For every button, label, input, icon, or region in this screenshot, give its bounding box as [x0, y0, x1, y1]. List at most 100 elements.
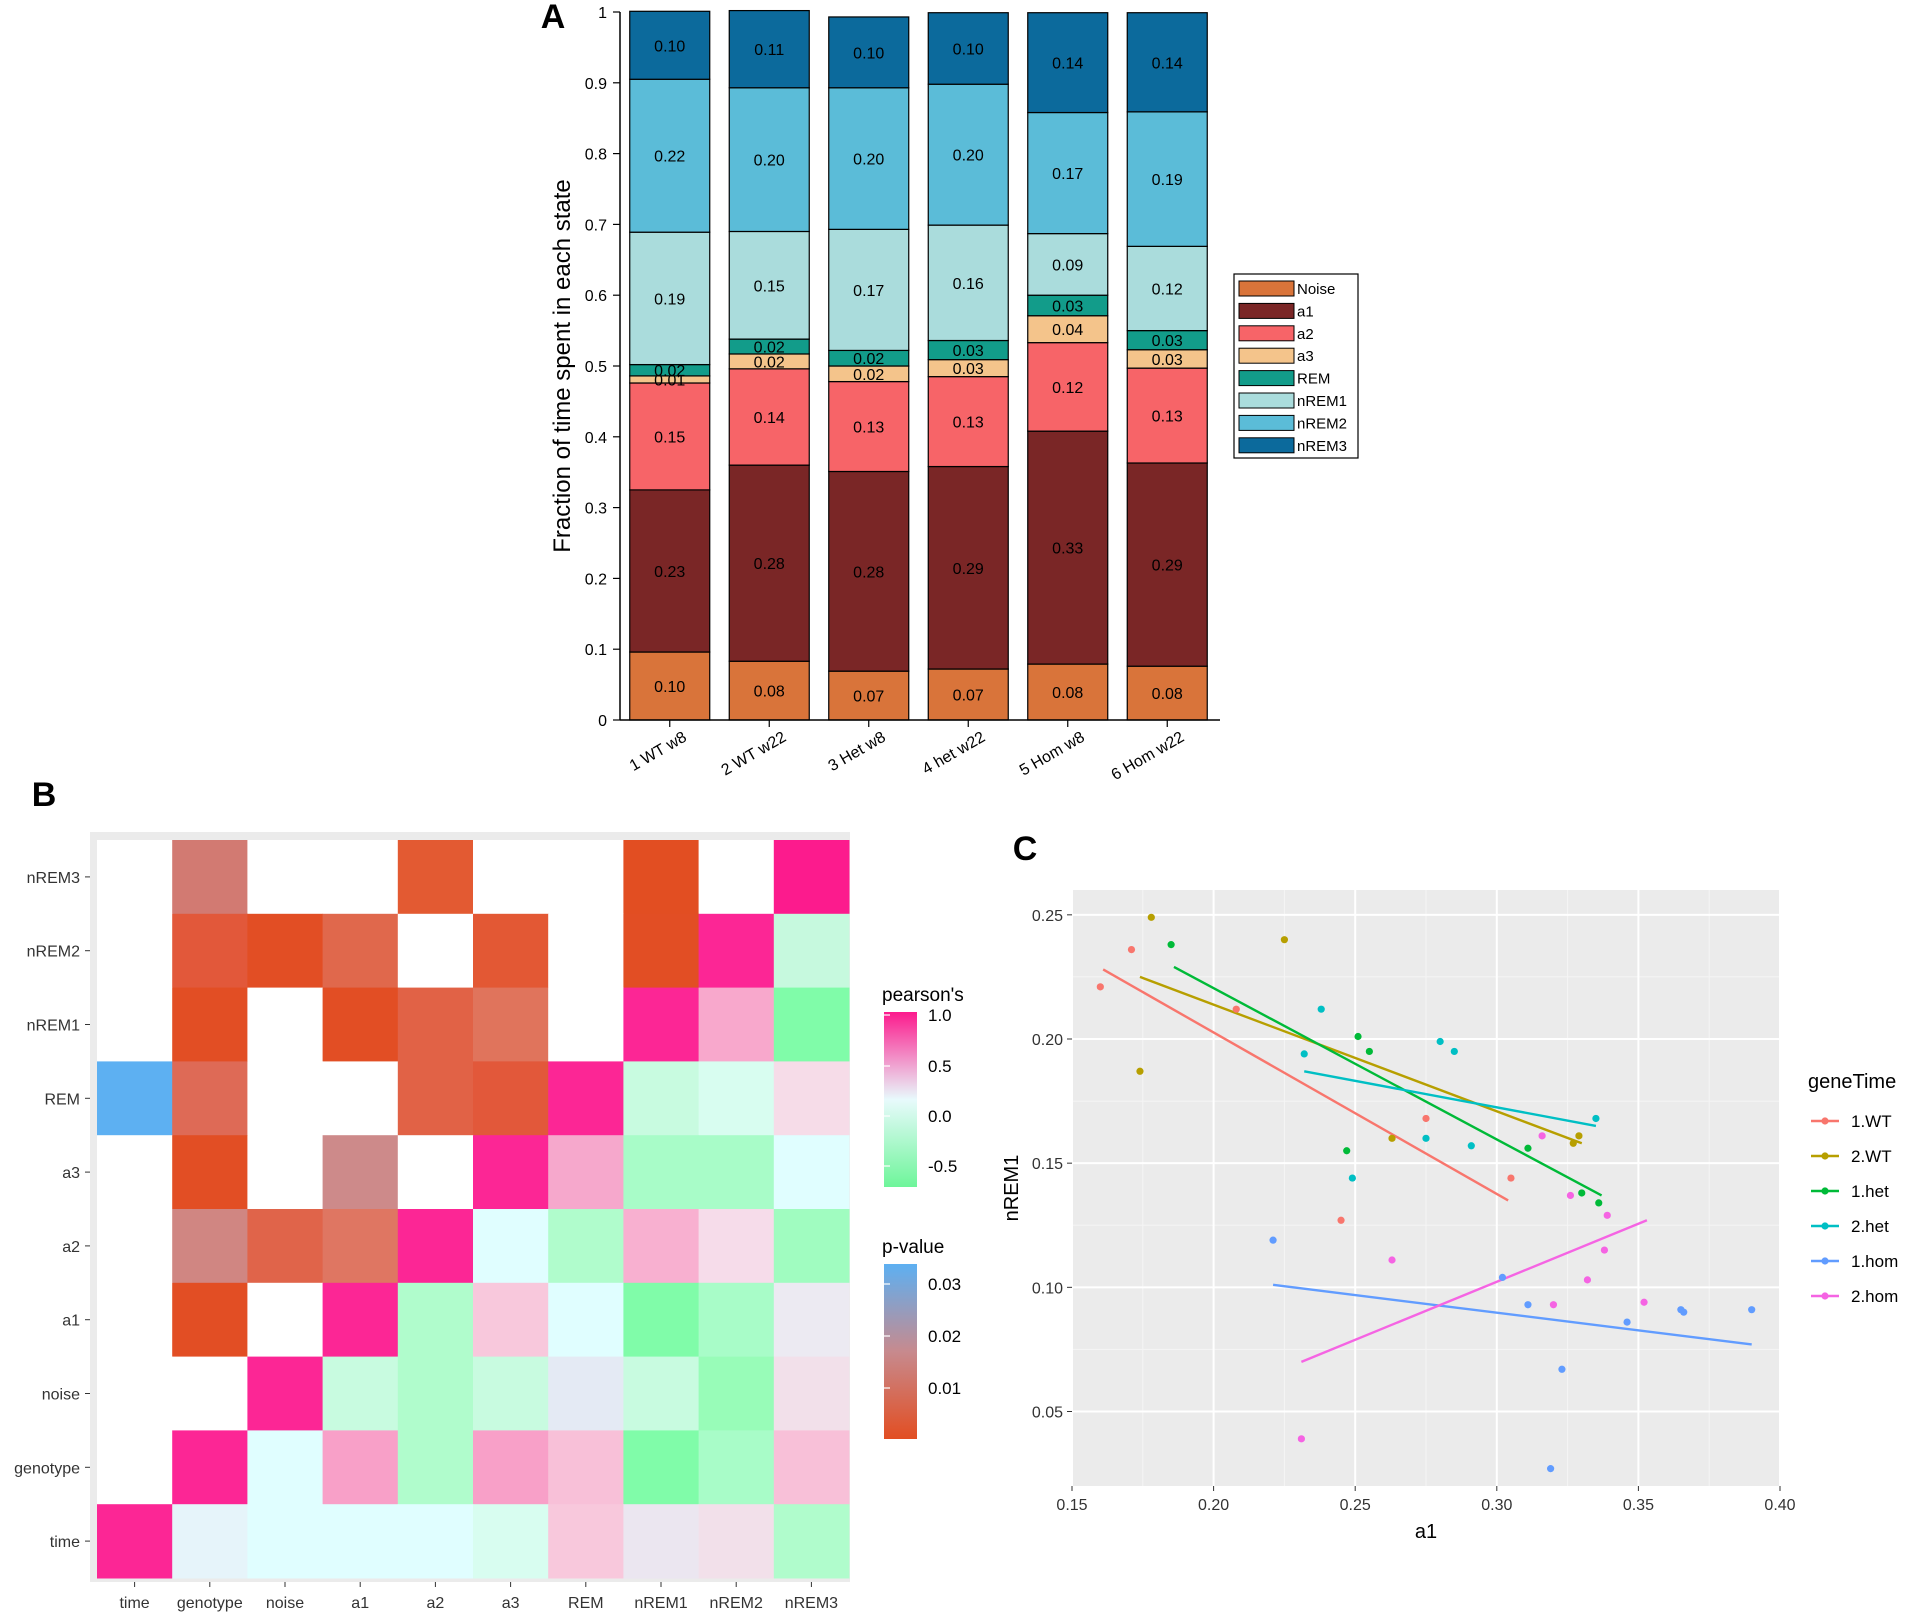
heatmap-cell: [623, 1356, 700, 1431]
column-label: nREM3: [785, 1595, 838, 1612]
legend-swatch-nREM3: [1238, 437, 1295, 454]
bar-value-label: 0.29: [953, 561, 984, 578]
bar-value-label: 0.14: [1052, 56, 1083, 73]
legend-swatch-a2: [1238, 325, 1295, 342]
x-tick-label: 1 WT w8: [627, 729, 690, 775]
bar-value-label: 0.12: [1152, 281, 1183, 298]
heatmap-cell: [698, 987, 775, 1062]
data-point-2.het: [1348, 1174, 1356, 1182]
pearson-ticks: 1.0 0.5 0.0 -0.5: [884, 1006, 957, 1176]
data-point-1.het: [1354, 1032, 1362, 1041]
heatmap-cell: [473, 1061, 549, 1136]
bar-segment-nREM2: [927, 83, 1009, 226]
column-label: genotype: [177, 1595, 243, 1612]
pvalue-tick-label: 0.02: [928, 1327, 961, 1346]
data-point-2.hom: [1603, 1211, 1611, 1219]
bar-segment-nREM3: [1126, 12, 1208, 113]
bar-value-label: 0.10: [953, 41, 984, 58]
bar-value-label: 0.02: [654, 363, 685, 380]
y-ticks: 0.05 0.10 0.15 0.20 0.25: [1032, 908, 1072, 1422]
heatmap-cell: [548, 987, 624, 1062]
bar-value-label: 0.03: [953, 361, 984, 378]
heatmap-cell: [623, 1282, 700, 1358]
data-point-1.WT: [1422, 1114, 1430, 1123]
heatmap-cell: [698, 1061, 775, 1136]
fit-line-1.WT: [1102, 968, 1509, 1202]
x-axis-title: a1: [1415, 1521, 1437, 1543]
data-point-1.het: [1365, 1047, 1373, 1056]
column-label: nREM2: [710, 1595, 763, 1612]
heatmap-cell: [247, 1061, 324, 1136]
bar-value-label: 0.02: [754, 354, 785, 371]
heatmap-cell: [548, 1209, 624, 1284]
heatmap-cell: [172, 1209, 248, 1284]
bar-value-label: 0.33: [1052, 541, 1083, 558]
heatmap-cell: [548, 1135, 624, 1210]
data-point-1.hom: [1547, 1465, 1555, 1473]
data-point-2.WT: [1280, 936, 1288, 944]
legend-label: 1.hom: [1851, 1252, 1898, 1271]
x-ticks: 0.15 0.20 0.25 0.30 0.35 0.40: [1056, 1486, 1796, 1514]
legend-label: a1: [1297, 303, 1314, 320]
y-tick-label: 0.9: [585, 76, 607, 93]
column-label: REM: [568, 1595, 604, 1612]
heatmap-cell: [247, 1135, 324, 1210]
x-tick-label: 0.25: [1340, 1497, 1371, 1514]
bar-segment-nREM2: [828, 87, 910, 230]
bar-segment-Noise: [1027, 663, 1109, 721]
heatmap-cell: [473, 1504, 549, 1579]
fit-line-2.hom: [1300, 1219, 1648, 1363]
data-point-1.WT: [1337, 1216, 1345, 1224]
bar-value-label: 0.20: [853, 152, 884, 169]
heatmap-cell: [247, 913, 324, 989]
heatmap-cell: [397, 1356, 474, 1431]
data-point-1.hom: [1623, 1318, 1631, 1326]
x-tick-label: 5 Hom w8: [1017, 729, 1088, 780]
bar-value-label: 0.03: [1152, 333, 1183, 350]
bar-value-label: 0.22: [654, 149, 685, 166]
bar-segment-Noise: [927, 668, 1009, 721]
column-label: a2: [427, 1595, 445, 1612]
y-tick-label: 0.05: [1032, 1405, 1063, 1422]
fit-line-1.hom: [1272, 1283, 1752, 1346]
heatmap-cell: [97, 1430, 173, 1505]
legend-key-point: [1821, 1117, 1829, 1125]
heatmap-cell: [473, 1430, 549, 1505]
legend-label: nREM1: [1297, 393, 1347, 410]
heatmap-cell: [698, 1282, 775, 1358]
heatmap-cell: [623, 1135, 700, 1210]
heatmap-cell: [97, 913, 173, 989]
data-point-1.hom: [1524, 1301, 1532, 1309]
heatmap-cell: [172, 1061, 248, 1136]
y-tick-label: 0.7: [585, 217, 607, 234]
bar-value-label: 0.29: [1152, 558, 1183, 575]
heatmap-cell: [623, 1504, 700, 1579]
y-tick-label: 0.15: [1032, 1156, 1063, 1173]
heatmap-cell: [172, 1135, 248, 1210]
bar-value-label: 0.28: [754, 556, 785, 573]
heatmap-cell: [172, 840, 248, 915]
y-tick-label: 1: [598, 5, 607, 22]
bar-value-label: 0.28: [853, 564, 884, 581]
bar-value-label: 0.04: [1052, 322, 1083, 339]
y-tick-label: 0: [598, 713, 607, 730]
data-point-1.hom: [1558, 1365, 1566, 1373]
heatmap-cell: [698, 1430, 775, 1505]
fit-line-1.het: [1173, 965, 1603, 1197]
row-label: genotype: [14, 1460, 80, 1477]
x-tick-label: 4 het w22: [920, 729, 989, 778]
y-tick-label: 0.4: [585, 430, 607, 447]
heatmap-cell: [97, 1061, 173, 1136]
row-label: a2: [62, 1239, 80, 1256]
bar-value-label: 0.08: [1052, 685, 1083, 702]
bar-value-label: 0.12: [1052, 380, 1083, 397]
data-point-2.het: [1300, 1050, 1308, 1058]
heatmap-cell: [397, 1504, 474, 1579]
heatmap-cell: [172, 1282, 248, 1358]
column-labels: time genotype noise a1 a2 a3 REM nREM1 nREM2 nREM…: [119, 1582, 838, 1612]
x-tick-label: 3 Het w8: [826, 729, 889, 775]
bar-value-label: 0.11: [754, 42, 784, 59]
data-point-2.het: [1467, 1142, 1475, 1150]
heatmap-cell: [548, 1356, 624, 1431]
bar-value-label: 0.23: [654, 564, 685, 581]
